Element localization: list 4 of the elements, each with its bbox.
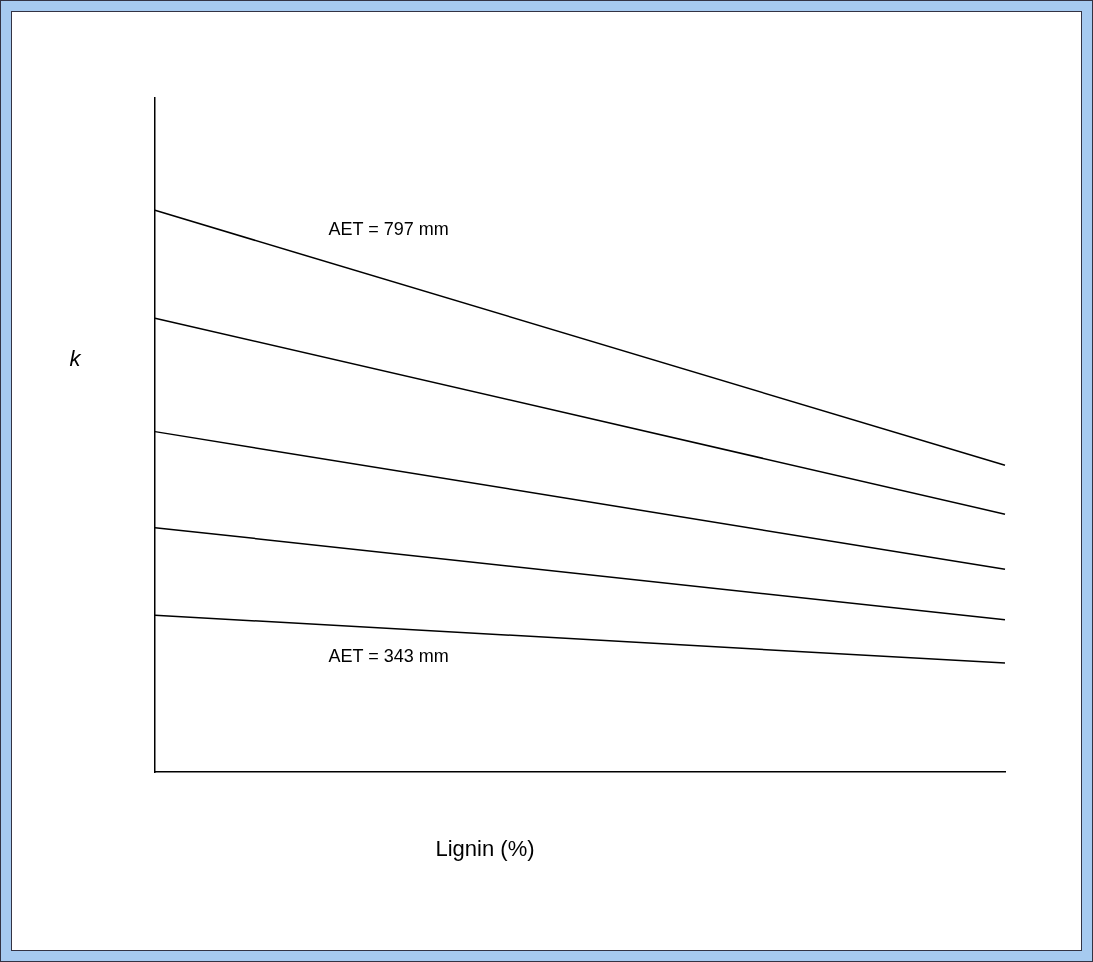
series-label: AET = 343 mm: [328, 646, 449, 667]
series-label: AET = 797 mm: [328, 218, 449, 239]
y-axis-title: k: [69, 346, 82, 372]
x-axis-title: Lignin (%): [435, 836, 535, 862]
